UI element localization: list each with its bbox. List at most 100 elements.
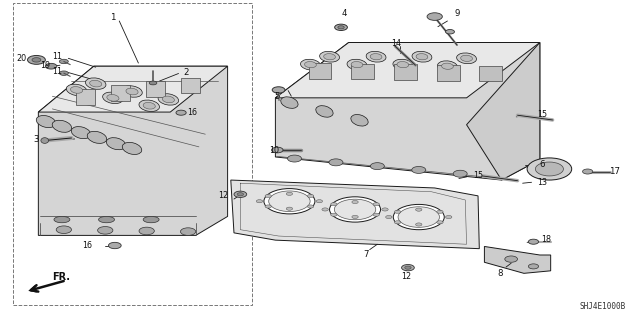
Circle shape (382, 208, 388, 211)
Circle shape (331, 213, 337, 216)
Polygon shape (275, 42, 540, 180)
Polygon shape (38, 66, 228, 235)
Ellipse shape (163, 96, 175, 103)
Ellipse shape (126, 88, 138, 95)
Text: 17: 17 (609, 167, 620, 176)
Circle shape (335, 24, 348, 31)
Polygon shape (76, 89, 95, 105)
Circle shape (265, 194, 271, 197)
Polygon shape (467, 42, 540, 180)
Polygon shape (111, 85, 130, 101)
Polygon shape (146, 81, 165, 97)
Text: FR.: FR. (52, 272, 70, 282)
Ellipse shape (351, 115, 368, 126)
Text: 16: 16 (83, 241, 92, 250)
Ellipse shape (158, 94, 179, 105)
Circle shape (331, 203, 337, 206)
Ellipse shape (412, 51, 432, 62)
Ellipse shape (281, 97, 298, 108)
Ellipse shape (264, 189, 315, 214)
Circle shape (427, 13, 442, 20)
Ellipse shape (122, 142, 141, 154)
Ellipse shape (36, 115, 56, 128)
Circle shape (287, 155, 301, 162)
Ellipse shape (397, 62, 409, 68)
Text: 13: 13 (537, 178, 547, 187)
Ellipse shape (87, 131, 107, 144)
Text: 9: 9 (454, 9, 460, 18)
Ellipse shape (99, 216, 115, 223)
Circle shape (108, 242, 121, 249)
Circle shape (139, 227, 154, 235)
Ellipse shape (351, 62, 363, 68)
Circle shape (415, 208, 422, 211)
Polygon shape (181, 78, 200, 93)
Ellipse shape (70, 86, 83, 93)
Circle shape (28, 56, 45, 64)
Ellipse shape (52, 120, 72, 132)
Text: 4: 4 (342, 9, 347, 18)
Circle shape (338, 26, 344, 29)
Circle shape (265, 205, 271, 208)
Ellipse shape (106, 138, 126, 150)
Ellipse shape (461, 55, 472, 61)
Circle shape (527, 158, 572, 180)
Ellipse shape (269, 191, 310, 211)
Text: 15: 15 (473, 171, 483, 180)
Circle shape (445, 30, 454, 34)
Circle shape (307, 205, 314, 208)
Ellipse shape (67, 84, 87, 96)
Ellipse shape (394, 204, 444, 230)
Circle shape (180, 228, 196, 235)
Circle shape (394, 210, 401, 213)
Ellipse shape (305, 62, 316, 68)
Ellipse shape (334, 199, 376, 220)
Circle shape (234, 191, 246, 197)
Text: 8: 8 (497, 269, 502, 278)
Text: 3: 3 (34, 135, 39, 145)
Circle shape (60, 71, 68, 75)
Circle shape (98, 226, 113, 234)
Ellipse shape (102, 92, 123, 104)
Ellipse shape (442, 63, 453, 69)
Circle shape (60, 59, 68, 64)
Text: 11: 11 (52, 67, 63, 76)
Ellipse shape (143, 102, 156, 109)
Polygon shape (275, 42, 540, 98)
Ellipse shape (438, 61, 458, 71)
Text: 6: 6 (539, 160, 545, 169)
Circle shape (582, 169, 593, 174)
Ellipse shape (122, 86, 142, 97)
Ellipse shape (319, 51, 339, 62)
Circle shape (412, 167, 426, 174)
Circle shape (256, 200, 262, 203)
Ellipse shape (416, 54, 428, 60)
Text: 16: 16 (188, 108, 198, 117)
Circle shape (394, 221, 401, 224)
Circle shape (149, 81, 157, 85)
Ellipse shape (347, 59, 367, 70)
Circle shape (436, 221, 443, 224)
Circle shape (373, 203, 380, 206)
Polygon shape (479, 66, 502, 81)
Text: 12: 12 (218, 191, 228, 200)
Text: 18: 18 (541, 235, 551, 244)
Circle shape (329, 159, 343, 166)
Polygon shape (351, 64, 374, 79)
Polygon shape (231, 180, 479, 249)
Circle shape (32, 58, 41, 62)
Ellipse shape (86, 78, 106, 89)
Circle shape (286, 207, 292, 210)
Circle shape (445, 215, 452, 219)
Text: SHJ4E1000B: SHJ4E1000B (580, 302, 626, 311)
Circle shape (176, 110, 186, 115)
Text: 2: 2 (184, 68, 189, 77)
Polygon shape (38, 66, 228, 112)
Text: 11: 11 (52, 52, 63, 61)
Ellipse shape (393, 59, 413, 70)
Circle shape (307, 194, 314, 197)
Circle shape (271, 147, 283, 153)
Polygon shape (394, 64, 417, 80)
Circle shape (56, 226, 72, 234)
Ellipse shape (316, 106, 333, 117)
